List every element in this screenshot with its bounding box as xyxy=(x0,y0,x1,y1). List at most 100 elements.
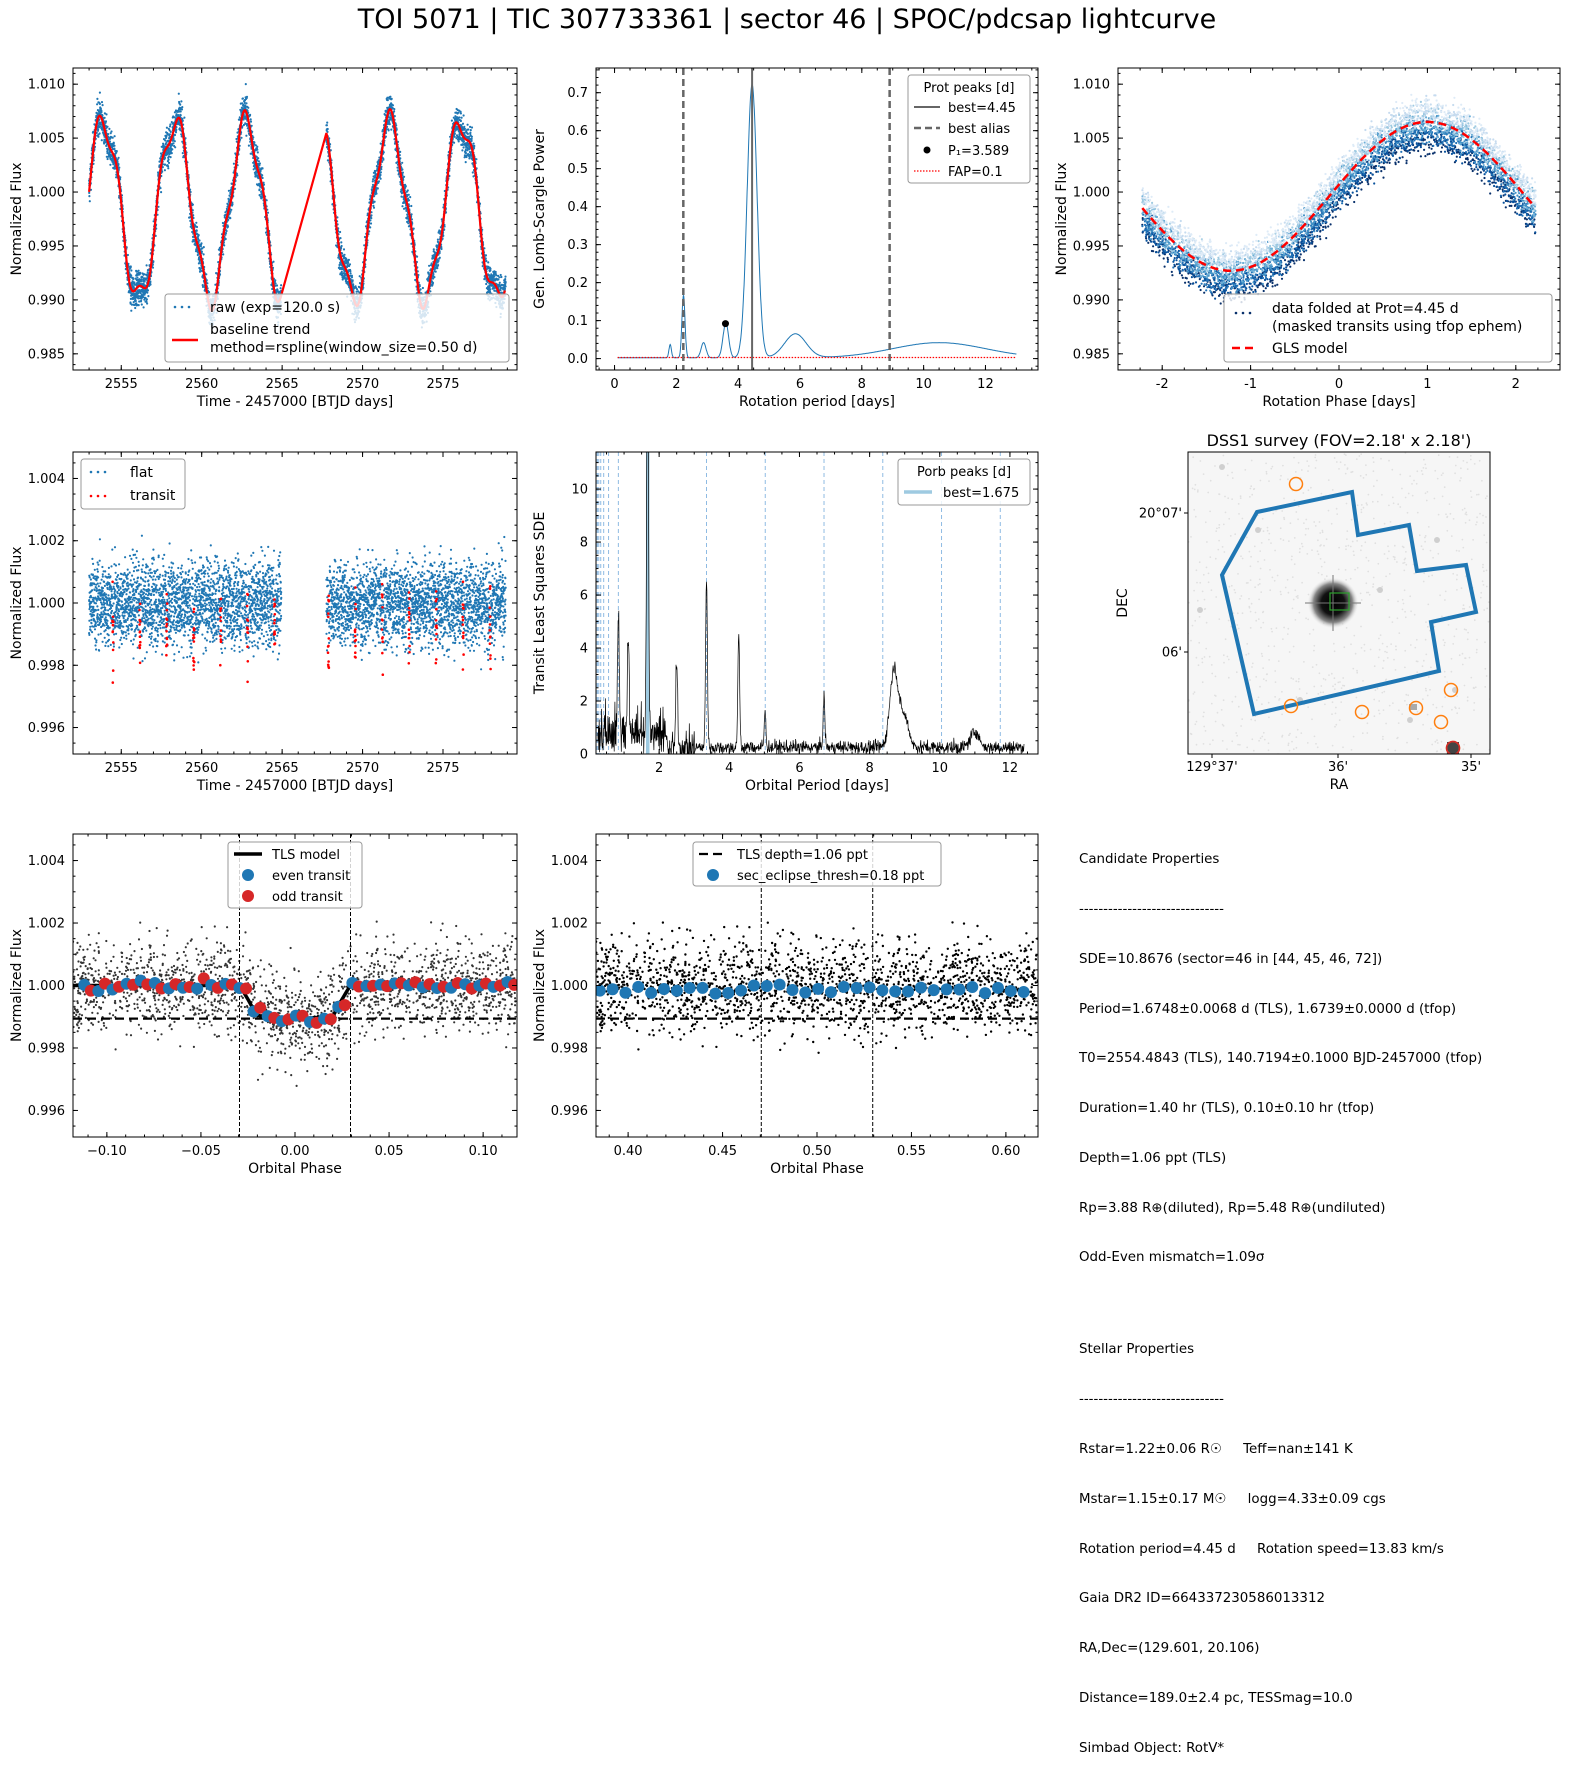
y-tick-label: 1.004 xyxy=(551,854,588,869)
x-axis-label: Time - 2457000 [BTJD days] xyxy=(196,394,394,410)
y-tick-label: 0.6 xyxy=(567,124,588,139)
secondary-eclipse-panel: 0.40 0.45 0.50 0.55 0.60 0.996 0.998 1.000 1.002… xyxy=(532,833,1039,1177)
x-axis-label: RA xyxy=(1330,777,1349,793)
y-tick-label: 0.990 xyxy=(28,293,65,308)
x-axis-label: Rotation Phase [days] xyxy=(1262,394,1415,410)
y-tick-label: 1.000 xyxy=(28,979,65,994)
y-tick-label: 1.010 xyxy=(28,78,65,93)
legend-frame xyxy=(80,458,186,510)
y-tick-label: 0.998 xyxy=(551,1041,588,1056)
sde-curve xyxy=(597,452,1025,754)
legend-raw-label: raw (exp=120.0 s) xyxy=(210,300,340,316)
binned-flux-point xyxy=(760,980,773,993)
binned-flux-point xyxy=(927,984,940,997)
y-tick-label: 0.995 xyxy=(28,239,65,254)
plot-area xyxy=(1188,452,1490,754)
binned-flux-point xyxy=(658,982,670,995)
gaia-neighbor-marker xyxy=(1433,714,1449,730)
x-tick-label: 2555 xyxy=(105,761,138,776)
odd-transit-bin xyxy=(240,982,253,995)
x-tick-label: 6 xyxy=(795,761,803,776)
legend-frame xyxy=(907,74,1031,184)
stellar-line: Simbad Object: RotV* xyxy=(1079,1740,1225,1756)
y-tick-label: 0.996 xyxy=(28,721,65,736)
x-tick-label: 2570 xyxy=(346,377,379,392)
binned-flux-point xyxy=(991,981,1004,994)
y-tick-label: 0.998 xyxy=(28,1041,65,1056)
binned-flux-point xyxy=(914,981,927,994)
y-tick-label: 2 xyxy=(580,695,588,710)
binned-flux-point xyxy=(940,983,953,996)
x-tick-label: 0.60 xyxy=(991,1144,1020,1159)
y-tick-label: 8 xyxy=(580,536,588,551)
y-tick-label: 0.996 xyxy=(551,1104,588,1119)
even-transit-bin xyxy=(191,982,204,995)
x-tick-label: 0.05 xyxy=(375,1144,404,1159)
x-axis-label: Orbital Period [days] xyxy=(745,778,889,794)
bright-corner-star xyxy=(1447,742,1459,754)
y-axis-label: Normalized Flux xyxy=(1054,163,1070,276)
binned-flux-point xyxy=(966,981,979,994)
y-axis-label: Normalized Flux xyxy=(9,929,25,1042)
figure-title: TOI 5071 | TIC 307733361 | sector 46 | S… xyxy=(357,4,1217,35)
x-tick-label: 2 xyxy=(655,761,663,776)
x-tick-label: 4 xyxy=(734,377,742,392)
plot-area xyxy=(617,68,1017,370)
legend-p1-label: P₁=3.589 xyxy=(948,144,1009,159)
binned-flux-point xyxy=(735,984,748,997)
legend-fap-label: FAP=0.1 xyxy=(948,165,1003,180)
binned-flux-point xyxy=(619,986,632,999)
y-axis-label: Normalized Flux xyxy=(9,163,25,276)
x-axis-label: Time - 2457000 [BTJD days] xyxy=(196,778,394,794)
stellar-line: Mstar=1.15±0.17 M☉ logg=4.33±0.09 cgs xyxy=(1079,1491,1386,1507)
y-axis-label: Transit Least Squares SDE xyxy=(532,512,548,695)
binned-flux-point xyxy=(696,981,709,994)
y-tick-label: 1.000 xyxy=(28,597,65,612)
legend-flat-marker xyxy=(89,470,107,474)
y-tick-label: 0.5 xyxy=(567,162,588,177)
properties-text: Candidate Properties -------------------… xyxy=(1079,819,1482,1774)
y-axis-label: DEC xyxy=(1115,588,1131,618)
binned-flux-point xyxy=(670,984,683,997)
faint-star xyxy=(1409,704,1417,710)
binned-flux-point xyxy=(824,986,837,999)
faint-star xyxy=(1219,464,1225,470)
binned-flux-point xyxy=(953,983,966,996)
axes-frame xyxy=(72,67,518,371)
baseline-trend-line xyxy=(88,107,506,312)
binned-flux-point xyxy=(632,980,645,993)
y-tick-label: 10 xyxy=(571,483,588,498)
y-tick-label: 1.004 xyxy=(28,854,65,869)
y-tick-label: 1.002 xyxy=(28,917,65,932)
y-tick-label: 0.995 xyxy=(1073,239,1110,254)
y-tick-label: 0.2 xyxy=(567,276,588,291)
legend-depth-label: TLS depth=1.06 ppt xyxy=(736,848,868,863)
legend-data-marker xyxy=(1234,311,1252,315)
x-tick-label: 129°37' xyxy=(1186,760,1237,775)
binned-flux-point xyxy=(747,979,760,992)
binned-flux-point xyxy=(645,986,658,999)
binned-flux-point xyxy=(902,985,915,998)
legend-thresh-label: sec_eclipse_thresh=0.18 ppt xyxy=(737,869,924,884)
gaia-neighbor-marker xyxy=(1445,740,1461,754)
y-tick-label: 0.7 xyxy=(567,86,588,101)
p1-marker xyxy=(721,320,729,328)
stellar-rule: ------------------------------ xyxy=(1079,1392,1224,1408)
faint-star xyxy=(1255,527,1261,533)
dss-image-panel: DSS1 survey (FOV=2.18' x 2.18') 129°37' 36… xyxy=(1115,431,1491,793)
legend-title: Porb peaks [d] xyxy=(917,465,1011,480)
gls-periodogram-panel: 0 2 4 6 8 10 12 0.0 0.1 0.2 0.3 0.4 0.5 0.6 0.7 Rotatio… xyxy=(532,67,1039,410)
binned-flux-point xyxy=(876,984,889,997)
legend-odd-label: odd transit xyxy=(272,890,343,905)
odd-transit-bin xyxy=(254,1001,267,1014)
legend-best-label: best=4.45 xyxy=(948,101,1016,116)
x-tick-label: 2560 xyxy=(185,761,218,776)
x-tick-label: -2 xyxy=(1156,377,1169,392)
binned-flux-point xyxy=(812,982,825,995)
y-tick-label: 6 xyxy=(580,589,588,604)
faint-star xyxy=(1377,587,1383,593)
legend-raw-marker xyxy=(173,305,191,309)
legend-trend-label: method=rspline(window_size=0.50 d) xyxy=(210,340,477,356)
faint-star xyxy=(1407,717,1413,723)
x-tick-label: 2570 xyxy=(346,761,379,776)
